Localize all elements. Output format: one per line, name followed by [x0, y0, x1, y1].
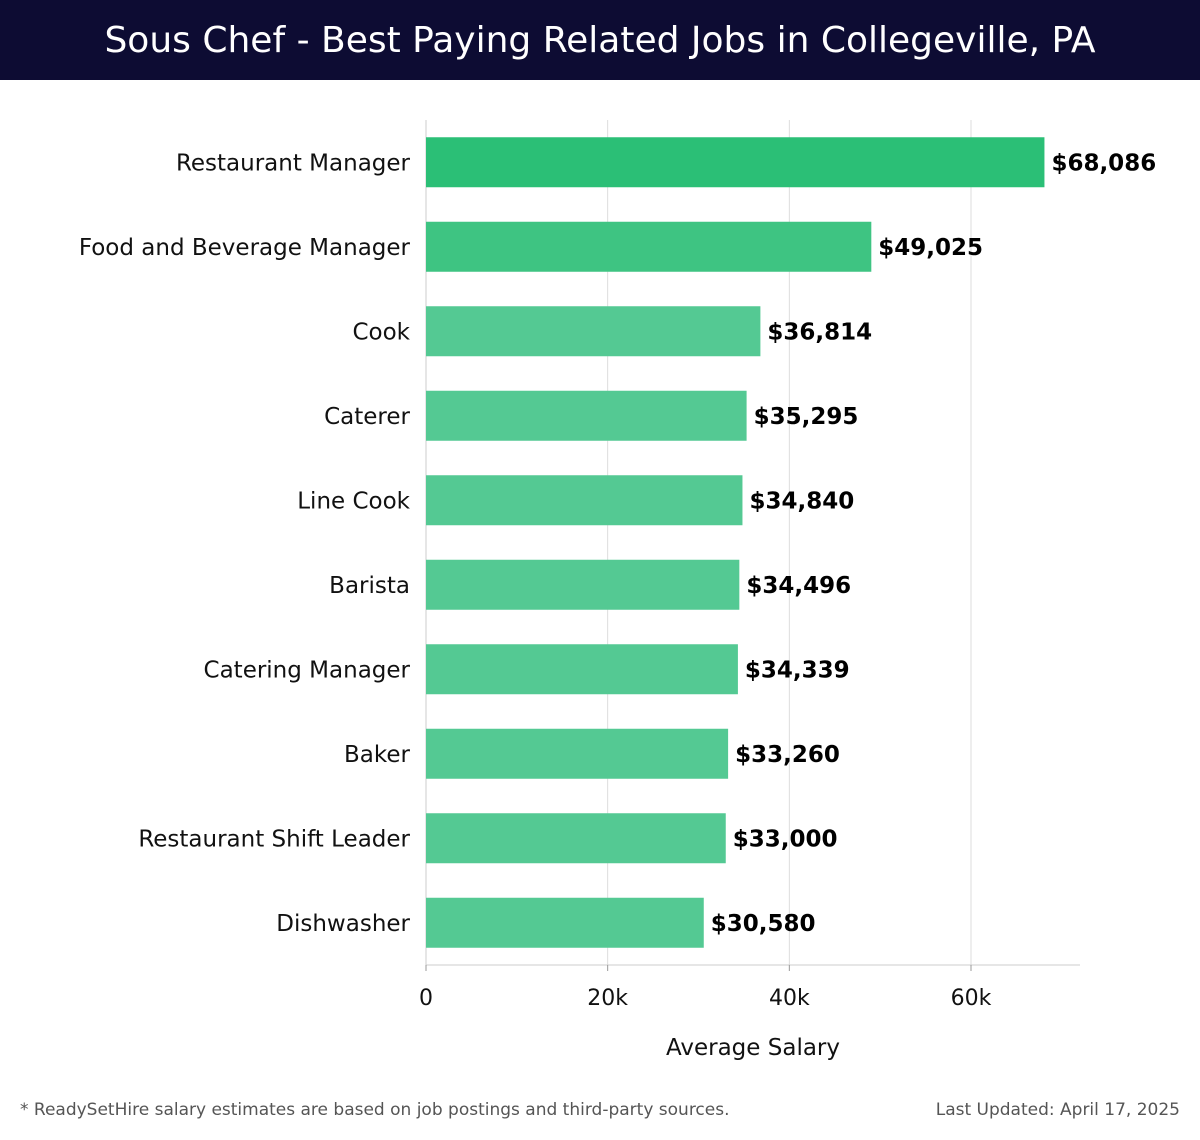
- x-tick-label: 60k: [951, 986, 992, 1011]
- value-label: $33,000: [733, 826, 838, 852]
- bar: [426, 728, 729, 779]
- value-label: $35,295: [754, 404, 859, 430]
- category-label: Baker: [344, 742, 411, 768]
- bar: [426, 559, 740, 610]
- x-axis-title: Average Salary: [666, 1035, 840, 1061]
- category-label: Restaurant Manager: [176, 150, 411, 176]
- category-label: Cook: [352, 319, 410, 345]
- value-label: $33,260: [735, 742, 840, 768]
- bar: [426, 390, 747, 441]
- category-label: Barista: [329, 573, 410, 599]
- x-tick-label: 40k: [769, 986, 810, 1011]
- value-label: $36,814: [767, 319, 872, 345]
- chart-header: Sous Chef - Best Paying Related Jobs in …: [0, 0, 1200, 80]
- value-label: $34,840: [749, 488, 854, 514]
- bar: [426, 306, 761, 357]
- bar: [426, 221, 872, 272]
- category-label: Caterer: [324, 404, 410, 430]
- bar: [426, 644, 738, 695]
- footer-note: * ReadySetHire salary estimates are base…: [20, 1100, 730, 1120]
- value-label: $30,580: [711, 911, 816, 937]
- category-label: Catering Manager: [204, 657, 411, 683]
- value-label: $49,025: [878, 235, 983, 261]
- category-label: Dishwasher: [276, 911, 410, 937]
- value-label: $68,086: [1051, 150, 1156, 176]
- bar: [426, 813, 726, 864]
- category-label: Restaurant Shift Leader: [138, 826, 410, 852]
- value-label: $34,496: [746, 573, 851, 599]
- x-tick-label: 0: [419, 986, 433, 1011]
- last-updated: Last Updated: April 17, 2025: [935, 1100, 1180, 1120]
- value-label: $34,339: [745, 657, 850, 683]
- bar: [426, 475, 743, 526]
- bar: [426, 137, 1045, 188]
- category-label: Food and Beverage Manager: [79, 235, 411, 261]
- x-tick-label: 20k: [587, 986, 628, 1011]
- category-label: Line Cook: [297, 488, 410, 514]
- bar: [426, 897, 704, 948]
- chart-title: Sous Chef - Best Paying Related Jobs in …: [104, 19, 1096, 61]
